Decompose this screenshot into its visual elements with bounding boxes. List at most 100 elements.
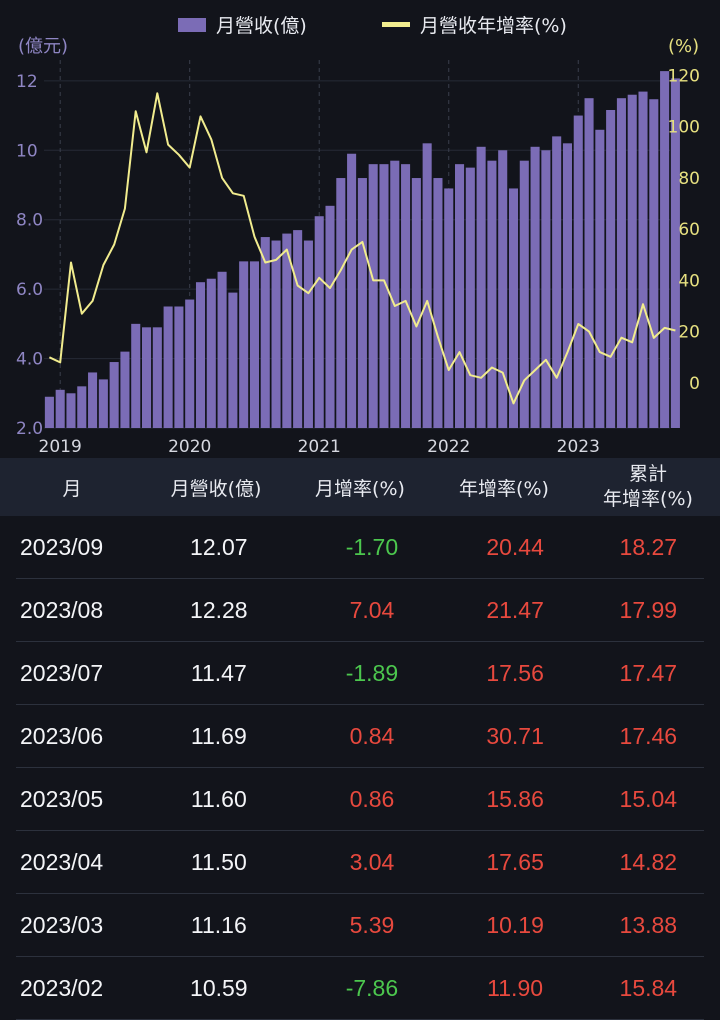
cell-month: 2023/02 <box>16 975 131 1002</box>
revenue-bar <box>66 393 75 428</box>
header-cumulative-yoy: 累計 年增率(%) <box>576 462 720 512</box>
revenue-bar <box>304 241 313 428</box>
cell-revenue: 12.28 <box>131 597 306 624</box>
cell-cumulative-yoy: 17.47 <box>593 660 704 687</box>
revenue-bar <box>77 386 86 428</box>
header-yoy: 年增率(%) <box>432 474 576 501</box>
revenue-bar <box>142 327 151 428</box>
revenue-bar <box>401 164 410 428</box>
left-tick-label: 4.0 <box>16 350 43 370</box>
cell-cumulative-yoy: 18.27 <box>593 534 704 561</box>
cell-cumulative-yoy: 15.04 <box>593 786 704 813</box>
header-cumulative-line2: 年增率(%) <box>576 487 720 512</box>
cell-month: 2023/09 <box>16 534 131 561</box>
cell-yoy: 17.65 <box>438 849 593 876</box>
right-tick-label: 120 <box>668 66 700 86</box>
x-tick-label: 2019 <box>39 437 82 457</box>
revenue-bar <box>617 98 626 428</box>
revenue-bar <box>563 143 572 428</box>
revenue-bar <box>433 178 442 428</box>
revenue-chart: 月營收(億) 月營收年增率(%) (億元) (%) 2019 2020 2021 20… <box>0 0 720 458</box>
header-cumulative-line1: 累計 <box>576 462 720 487</box>
cell-yoy: 17.56 <box>438 660 593 687</box>
cell-revenue: 11.16 <box>131 912 306 939</box>
cell-revenue: 11.69 <box>131 723 306 750</box>
revenue-bar <box>325 206 334 428</box>
revenue-bar <box>207 279 216 428</box>
left-tick-label: 2.0 <box>16 419 43 439</box>
revenue-bar <box>606 110 615 428</box>
right-tick-label: 80 <box>678 169 700 189</box>
revenue-bar <box>379 164 388 428</box>
revenue-bar <box>153 327 162 428</box>
cell-month: 2023/04 <box>16 849 131 876</box>
cell-cumulative-yoy: 17.99 <box>593 597 704 624</box>
revenue-bar <box>574 116 583 428</box>
revenue-bar <box>164 306 173 428</box>
right-axis-unit: (%) <box>668 36 699 57</box>
cell-yoy: 15.86 <box>438 786 593 813</box>
revenue-bar <box>628 95 637 428</box>
revenue-table: 月 月營收(億) 月增率(%) 年增率(%) 累計 年增率(%) 2023/09… <box>0 458 720 1018</box>
revenue-bar <box>585 98 594 428</box>
legend-yoy-label: 月營收年增率(%) <box>420 15 567 37</box>
right-tick-label: 20 <box>678 323 700 343</box>
revenue-bar <box>347 154 356 428</box>
revenue-bar <box>455 164 464 428</box>
right-tick-label: 60 <box>678 220 700 240</box>
revenue-bar <box>185 300 194 428</box>
x-tick-label: 2022 <box>427 437 470 457</box>
left-tick-label: 12 <box>16 72 38 92</box>
revenue-bar <box>45 397 54 428</box>
revenue-bar <box>552 136 561 428</box>
cell-yoy: 30.71 <box>438 723 593 750</box>
cell-revenue: 12.07 <box>131 534 306 561</box>
revenue-bar <box>56 390 65 428</box>
revenue-bar <box>272 241 281 428</box>
revenue-bar <box>110 362 119 428</box>
cell-mom: -7.86 <box>306 975 437 1002</box>
left-tick-label: 10 <box>16 141 38 161</box>
cell-revenue: 11.47 <box>131 660 306 687</box>
cell-cumulative-yoy: 15.84 <box>593 975 704 1002</box>
x-tick-label: 2021 <box>298 437 341 457</box>
cell-mom: -1.89 <box>306 660 437 687</box>
revenue-bar <box>218 272 227 428</box>
cell-mom: 0.86 <box>306 786 437 813</box>
revenue-bar <box>228 293 237 428</box>
revenue-bar <box>315 216 324 428</box>
revenue-bar <box>239 261 248 428</box>
revenue-bar <box>261 237 270 428</box>
cell-month: 2023/07 <box>16 660 131 687</box>
revenue-bar <box>498 150 507 428</box>
cell-yoy: 21.47 <box>438 597 593 624</box>
revenue-bar <box>423 143 432 428</box>
cell-cumulative-yoy: 17.46 <box>593 723 704 750</box>
revenue-bar <box>369 164 378 428</box>
revenue-bar <box>595 130 604 428</box>
left-tick-label: 8.0 <box>16 211 43 231</box>
cell-mom: 3.04 <box>306 849 437 876</box>
legend-revenue-label: 月營收(億) <box>216 15 307 37</box>
revenue-bar <box>541 150 550 428</box>
revenue-bar <box>412 178 421 428</box>
cell-mom: 5.39 <box>306 912 437 939</box>
revenue-bar <box>131 324 140 428</box>
header-month: 月 <box>0 474 144 501</box>
header-revenue: 月營收(億) <box>144 474 288 501</box>
x-tick-label: 2020 <box>168 437 211 457</box>
revenue-bar <box>390 161 399 428</box>
left-axis-unit: (億元) <box>18 36 68 57</box>
cell-revenue: 11.50 <box>131 849 306 876</box>
cell-cumulative-yoy: 14.82 <box>593 849 704 876</box>
revenue-bar <box>358 178 367 428</box>
